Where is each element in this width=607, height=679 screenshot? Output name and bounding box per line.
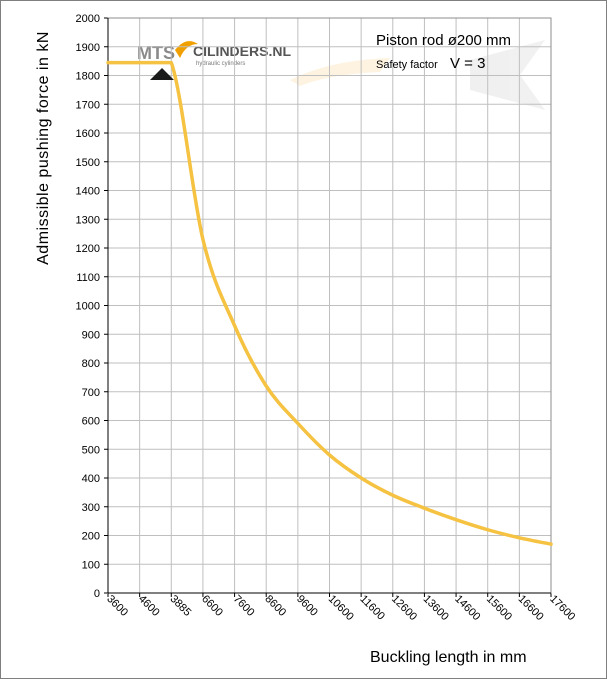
y-tick-label: 1700 <box>76 99 100 111</box>
y-tick-label: 500 <box>82 444 100 456</box>
series-line <box>106 60 553 546</box>
x-tick-label: 3885 <box>168 593 194 619</box>
y-tick-label: 1000 <box>76 301 100 313</box>
x-tick-label: 9600 <box>294 593 320 619</box>
logo-tagline-text: hydraulic cylinders <box>196 61 245 67</box>
x-tick-label: 6600 <box>199 593 225 619</box>
x-tick-labels: 3600 4600 3885 6600 7600 8600 9600 10600 11600 12… <box>104 593 577 623</box>
x-axis-title: Buckling length in mm <box>370 649 527 666</box>
logo-swoosh-icon <box>175 41 198 58</box>
x-tick-label: 7600 <box>231 593 257 619</box>
annotation-safety-value: V = 3 <box>450 55 485 72</box>
y-tick-labels: 0 100 200 300 400 500 600 700 800 900 1000 1100 1200… <box>76 13 100 600</box>
x-tick-label: 4600 <box>136 593 162 619</box>
logo-mts-text: MTS <box>137 43 175 63</box>
y-tick-label: 1900 <box>76 42 100 54</box>
y-tick-label: 300 <box>82 502 100 514</box>
y-tick-label: 0 <box>94 588 100 600</box>
y-axis-title: Admissible pushing force in kN <box>35 31 52 265</box>
logo-cilinders-text: CILINDERS.NL <box>193 43 291 59</box>
x-tick-label: 11600 <box>357 593 387 623</box>
x-tick-label: 16600 <box>516 593 546 623</box>
grid <box>108 17 552 593</box>
x-tick-label: 14600 <box>452 593 482 623</box>
y-tick-label: 1600 <box>76 128 100 140</box>
y-tick-label: 100 <box>82 559 100 571</box>
y-tick-label: 1100 <box>76 272 100 284</box>
series <box>106 60 553 546</box>
annotation-safety-label: Safety factor <box>376 59 438 71</box>
x-tick-label: 10600 <box>326 593 356 623</box>
axes <box>104 17 552 597</box>
x-tick-label: 8600 <box>262 593 288 619</box>
y-tick-label: 600 <box>82 416 100 428</box>
x-tick-label: 12600 <box>389 593 419 623</box>
y-tick-label: 800 <box>82 358 100 370</box>
y-tick-label: 400 <box>82 473 100 485</box>
x-tick-label: 3600 <box>104 593 130 619</box>
y-tick-label: 900 <box>82 329 100 341</box>
y-tick-label: 1300 <box>76 214 100 226</box>
x-tick-label: 17600 <box>547 593 577 623</box>
y-tick-label: 2000 <box>76 13 100 25</box>
y-tick-label: 1200 <box>76 243 100 255</box>
annotation-heading: Piston rod ø200 mm <box>376 32 511 49</box>
logo-triangle-icon <box>150 68 174 80</box>
y-tick-label: 1800 <box>76 71 100 83</box>
y-tick-label: 1500 <box>76 157 100 169</box>
y-tick-label: 200 <box>82 531 100 543</box>
x-tick-label: 15600 <box>484 593 514 623</box>
y-tick-label: 700 <box>82 387 100 399</box>
y-tick-label: 1400 <box>76 186 100 198</box>
x-tick-label: 13600 <box>421 593 451 623</box>
